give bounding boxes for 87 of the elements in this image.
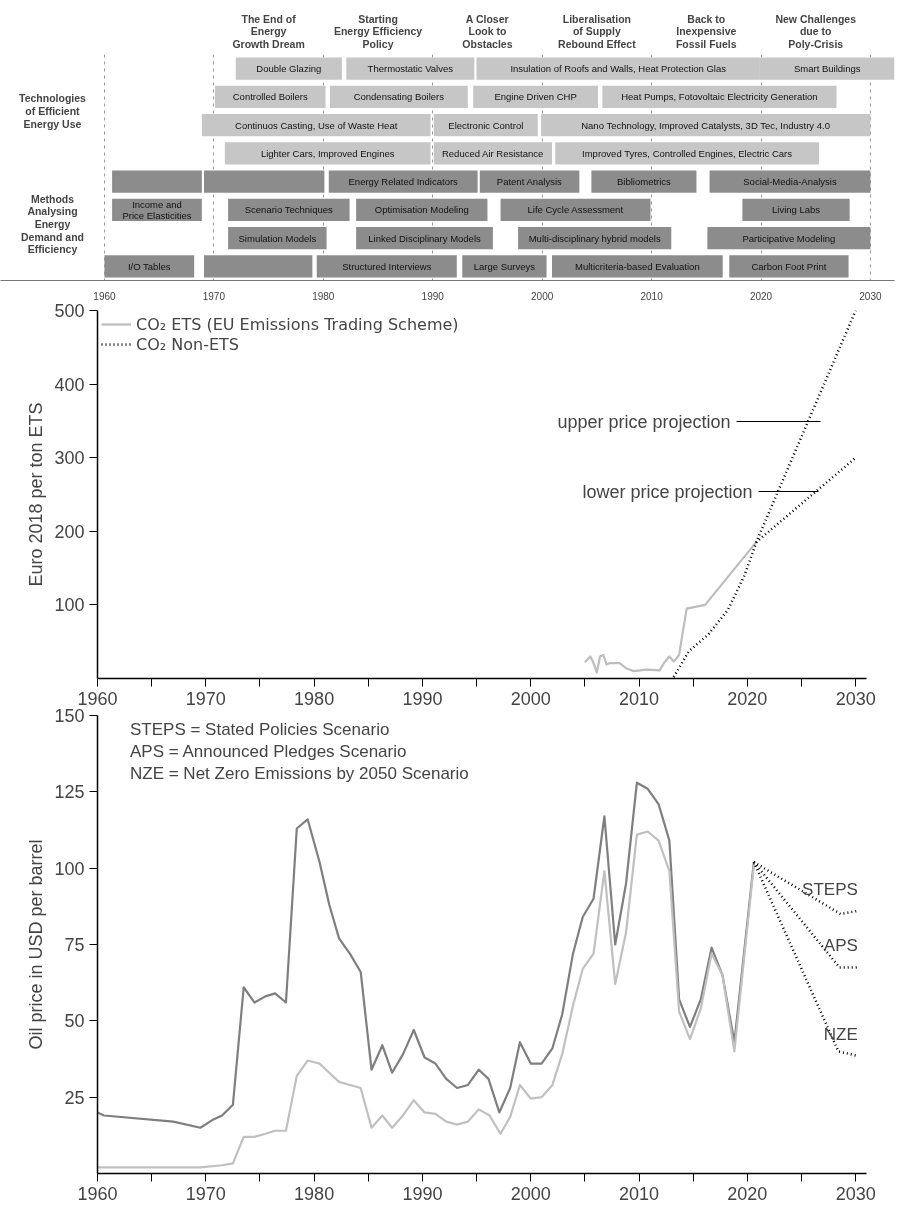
x-tick-label: 2030 xyxy=(835,1183,876,1204)
data-label: Bibliometrics xyxy=(616,176,672,188)
data-label: Engine Driven CHP xyxy=(494,91,577,103)
y-tick-label: 150 xyxy=(54,706,85,726)
text: Starting Energy Efficiency Policy xyxy=(333,12,423,50)
y-axis-title: Oil price in USD per barrel xyxy=(26,839,47,1050)
x-tick-label: 1960 xyxy=(77,1183,118,1204)
x-tick-label: 2010 xyxy=(619,1183,660,1204)
y-tick-label: 125 xyxy=(54,782,85,803)
data-label: Income and Price Elasticities xyxy=(122,198,192,221)
series-label: STEPS xyxy=(802,879,858,899)
data-label: Scenario Techniques xyxy=(244,204,334,216)
x-tick-label: 2030 xyxy=(835,688,876,709)
data-label: Improved Tyres, Controlled Engines, Electric Cars xyxy=(582,147,793,159)
annotation: APS = Announced Pledges Scenario xyxy=(129,741,407,761)
legend-label: CO₂ ETS (EU Emissions Trading Scheme) xyxy=(136,314,459,334)
x-tick-label: 1960 xyxy=(93,290,117,302)
x-tick-label: 1970 xyxy=(185,1183,226,1204)
x-tick-label: 1990 xyxy=(402,1183,443,1204)
x-tick-label: 2010 xyxy=(619,688,660,709)
y-tick-label: 75 xyxy=(64,935,85,955)
annotation: upper price projection xyxy=(557,411,731,432)
data-label: Reduced Air Resistance xyxy=(441,147,544,159)
data-label: Multicriteria-based Evaluation xyxy=(575,260,700,272)
x-tick-label: 1980 xyxy=(294,1183,335,1204)
x-tick-label: 2020 xyxy=(749,290,773,302)
data-label: Large Surveys xyxy=(473,260,536,272)
annotation: STEPS = Stated Policies Scenario xyxy=(129,719,390,739)
data-label: Continuos Casting, Use of Waste Heat xyxy=(235,119,398,131)
data-label: Life Cycle Assessment xyxy=(527,204,624,216)
y-tick-label: 200 xyxy=(54,521,85,542)
data-label: Double Glazing xyxy=(256,63,322,75)
y-tick-label: 300 xyxy=(54,448,85,469)
y-axis-title: Euro 2018 per ton ETS xyxy=(26,402,47,587)
data-label: Living Labs xyxy=(771,204,821,216)
x-tick-label: 2020 xyxy=(727,688,768,709)
data-label: Heat Pumps, Fotovoltaic Electricity Generation xyxy=(621,91,818,103)
x-tick-label: 2020 xyxy=(727,1183,768,1204)
annotation: Methods Analysing Energy Demand and Efficiency xyxy=(20,192,84,256)
data-label: Multi-disciplinary hybrid models xyxy=(528,232,661,244)
annotation: lower price projection xyxy=(582,481,753,502)
data-label: Electronic Control xyxy=(448,119,524,131)
text: Back to Inexpensive Fossil Fuels xyxy=(675,12,737,50)
data-label: Condensating Boilers xyxy=(353,91,445,103)
text: Liberalisation of Supply Rebound Effect xyxy=(558,12,637,50)
text: A Closer Look to Obstacles xyxy=(462,12,513,50)
annotation: NZE = Net Zero Emissions by 2050 Scenario xyxy=(129,763,469,783)
data-label: Insulation of Roofs and Walls, Heat Protection Glas xyxy=(510,63,727,75)
x-tick-label: 1990 xyxy=(421,290,445,302)
data-label: Optimisation Modeling xyxy=(374,204,469,216)
y-tick-label: 100 xyxy=(54,595,85,616)
data-label: Controlled Boilers xyxy=(232,91,308,103)
data-label: Lighter Cars, Improved Engines xyxy=(260,147,395,159)
x-tick-label: 2000 xyxy=(510,1183,551,1204)
x-tick-label: 1960 xyxy=(77,688,118,709)
x-tick-label: 2000 xyxy=(531,290,554,302)
series-label: APS xyxy=(823,936,858,956)
x-tick-label: 2010 xyxy=(640,290,664,302)
y-tick-label: 100 xyxy=(54,858,85,879)
x-tick-label: 1970 xyxy=(185,688,226,709)
data-label: Carbon Foot Print xyxy=(751,260,827,272)
legend-label: CO₂ Non-ETS xyxy=(136,334,239,354)
y-tick-label: 25 xyxy=(64,1087,85,1108)
series-label: NZE xyxy=(823,1024,858,1044)
x-tick-label: 1970 xyxy=(202,290,226,302)
data-label: Social-Media-Analysis xyxy=(743,176,837,188)
data-label: Patent Analysis xyxy=(496,176,563,188)
x-tick-label: 2000 xyxy=(510,688,551,709)
data-label: Simulation Models xyxy=(238,232,317,244)
x-tick-label: 1980 xyxy=(312,290,335,302)
text: New Challenges due to Poly-Crisis xyxy=(775,12,857,50)
text: The End of Energy Growth Dream xyxy=(232,12,305,50)
y-tick-label: 50 xyxy=(64,1011,85,1032)
data-label: Participative Modeling xyxy=(742,232,836,244)
data-label: Structured Interviews xyxy=(342,260,432,272)
x-tick-label: 1990 xyxy=(402,688,443,709)
y-tick-label: 400 xyxy=(54,374,85,395)
data-label: Smart Buildings xyxy=(793,63,861,75)
data-label: Linked Disciplinary Models xyxy=(368,232,481,244)
data-label: Energy Related Indicators xyxy=(348,176,459,188)
data-label: Nano Technology, Improved Catalysts, 3D Tec, Industry 4.0 xyxy=(581,119,830,131)
data-label: I/O Tables xyxy=(127,260,171,272)
annotation: Technologies of Efficient Energy Use xyxy=(19,92,87,130)
x-tick-label: 1980 xyxy=(294,688,335,709)
x-tick-label: 2030 xyxy=(859,290,882,302)
y-tick-label: 500 xyxy=(54,301,85,321)
data-label: Thermostatic Valves xyxy=(367,63,454,75)
